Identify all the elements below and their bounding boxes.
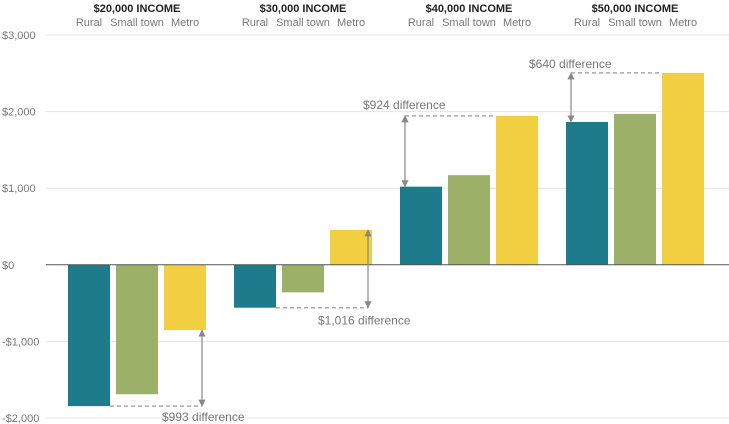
gridlines — [46, 34, 729, 419]
group-headers: $20,000 INCOME Rural Small town Metro $30,00… — [76, 3, 697, 29]
group-title: $30,000 INCOME — [260, 3, 347, 15]
difference-label: $993 difference — [162, 410, 245, 424]
category-label: Metro — [171, 17, 199, 29]
difference-label: $1,016 difference — [318, 314, 411, 328]
y-tick-label: $0 — [2, 260, 14, 272]
y-tick-label: $2,000 — [2, 107, 36, 119]
bar — [68, 264, 110, 407]
category-label: Rural — [76, 17, 102, 29]
y-tick-label: $3,000 — [2, 30, 36, 42]
bar — [496, 115, 538, 265]
category-label: Rural — [242, 17, 268, 29]
category-label: Small town — [608, 17, 662, 29]
y-tick-label: $1,000 — [2, 183, 36, 195]
bar — [566, 121, 608, 265]
group-title: $40,000 INCOME — [426, 3, 513, 15]
category-label: Small town — [276, 17, 330, 29]
bar — [330, 229, 372, 265]
category-label: Small town — [442, 17, 496, 29]
category-label: Metro — [337, 17, 365, 29]
difference-label: $924 difference — [363, 98, 446, 112]
bar — [662, 72, 704, 265]
bar — [282, 264, 324, 293]
difference-label: $640 difference — [529, 57, 612, 71]
bar — [614, 113, 656, 265]
group-title: $20,000 INCOME — [94, 3, 181, 15]
category-label: Small town — [110, 17, 164, 29]
bar — [116, 264, 158, 395]
bar — [448, 175, 490, 265]
category-label: Rural — [408, 17, 434, 29]
y-axis: -$2,000 -$1,000 $0 $1,000 $2,000 $3,000 — [2, 30, 39, 424]
category-label: Rural — [574, 17, 600, 29]
y-tick-label: -$1,000 — [2, 336, 39, 348]
bar — [164, 264, 206, 331]
group-title: $50,000 INCOME — [592, 3, 679, 15]
bar — [400, 186, 442, 265]
category-label: Metro — [669, 17, 697, 29]
category-label: Metro — [503, 17, 531, 29]
y-tick-label: -$2,000 — [2, 413, 39, 424]
bar — [234, 264, 276, 308]
bars — [68, 72, 704, 407]
annotations: $993 difference $1,016 difference $924 dif… — [110, 57, 662, 424]
